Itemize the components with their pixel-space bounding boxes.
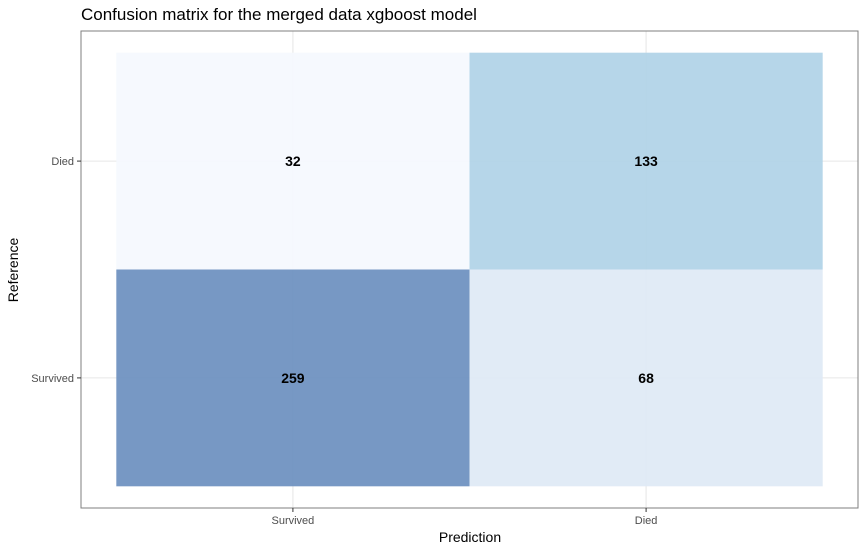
heatmap-cell-died-survived — [469, 269, 823, 487]
cell-value-died-survived: 68 — [638, 370, 654, 386]
y-axis: Survived Died — [31, 156, 81, 385]
cell-value-survived-survived: 259 — [281, 370, 305, 386]
heatmap-cell-survived-survived — [116, 269, 470, 487]
y-tick-label-survived: Survived — [31, 373, 74, 385]
y-axis-title: Reference — [5, 237, 21, 302]
x-tick-label-survived: Survived — [272, 515, 315, 527]
heatmap-cell-died-died — [469, 52, 823, 270]
x-axis-title: Prediction — [439, 529, 501, 545]
y-tick-label-died: Died — [51, 156, 74, 168]
plot-panel: 32 133 259 68 — [80, 30, 859, 509]
x-axis: Survived Died — [272, 508, 658, 527]
heatmap-cell-survived-died — [116, 52, 470, 270]
heatmap-cells — [116, 52, 823, 487]
cell-value-survived-died: 32 — [285, 153, 301, 169]
plot-border — [80, 30, 859, 509]
chart-title: Confusion matrix for the merged data xgb… — [81, 5, 477, 24]
x-tick-label-died: Died — [635, 515, 658, 527]
cell-value-died-died: 133 — [634, 153, 658, 169]
cell-value-labels: 32 133 259 68 — [281, 153, 658, 386]
